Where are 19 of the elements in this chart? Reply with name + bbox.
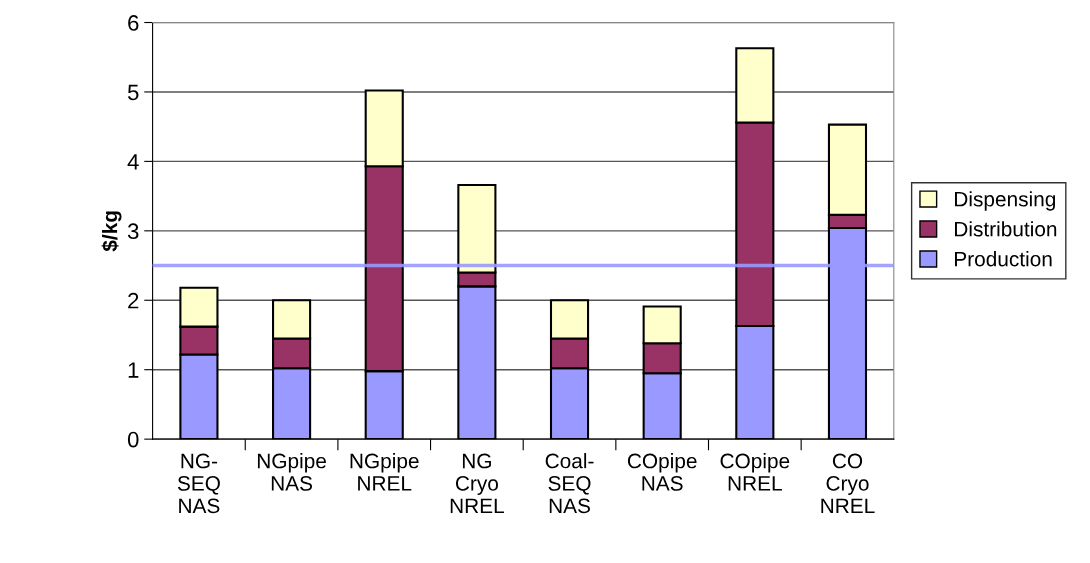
- y-tick-label: 3: [127, 223, 139, 240]
- x-tick-label: Coal- SEQ NAS: [545, 453, 594, 514]
- x-tick-label: NGpipe NAS: [257, 453, 326, 491]
- x-tick-label: COpipe NAS: [627, 453, 697, 491]
- y-tick-label: 4: [127, 154, 139, 170]
- y-tick-label: 2: [128, 292, 139, 309]
- x-tick-label: COpipe NREL: [720, 453, 790, 491]
- legend-label: Dispensing: [955, 191, 1056, 211]
- y-tick-label: 5: [127, 84, 139, 101]
- y-tick-label: 6: [128, 15, 139, 31]
- x-tick-label: NGpipe NREL: [350, 453, 419, 491]
- x-tick-label: NG- SEQ NAS: [177, 453, 220, 514]
- y-tick-label: 0: [127, 431, 139, 448]
- y-axis-title: $/kg: [101, 211, 122, 252]
- y-tick-label: 1: [128, 362, 139, 378]
- x-tick-label: CO Cryo NREL: [821, 453, 875, 514]
- legend-label: Production: [955, 251, 1052, 267]
- x-tick-label: NG Cryo NREL: [450, 453, 504, 514]
- legend-label: Distribution: [955, 221, 1057, 237]
